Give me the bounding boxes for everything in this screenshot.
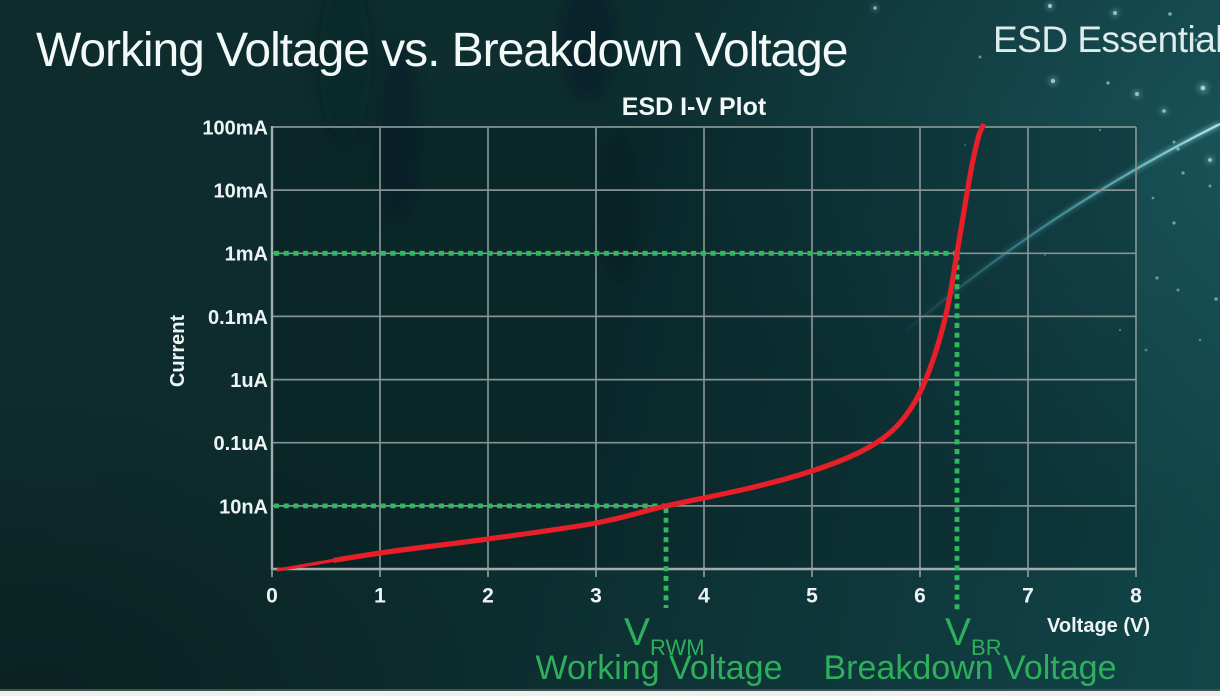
svg-text:7: 7 bbox=[1022, 585, 1034, 608]
svg-text:Breakdown Voltage: Breakdown Voltage bbox=[824, 649, 1117, 687]
svg-text:10mA: 10mA bbox=[214, 181, 268, 203]
svg-text:4: 4 bbox=[698, 585, 710, 608]
svg-text:Current: Current bbox=[167, 315, 189, 388]
svg-text:6: 6 bbox=[914, 585, 926, 608]
svg-text:ESD I-V Plot: ESD I-V Plot bbox=[622, 93, 767, 121]
svg-text:2: 2 bbox=[482, 585, 494, 608]
svg-text:10nA: 10nA bbox=[219, 496, 268, 518]
svg-text:0: 0 bbox=[266, 585, 278, 608]
svg-text:Voltage (V): Voltage (V) bbox=[1047, 615, 1150, 637]
svg-text:5: 5 bbox=[806, 585, 818, 608]
svg-text:1mA: 1mA bbox=[225, 244, 268, 266]
svg-text:1uA: 1uA bbox=[230, 370, 268, 392]
svg-text:0.1uA: 0.1uA bbox=[214, 433, 268, 455]
svg-text:Working Voltage vs. Breakdown: Working Voltage vs. Breakdown Voltage bbox=[36, 24, 847, 77]
svg-text:0.1mA: 0.1mA bbox=[208, 307, 268, 329]
svg-text:Working Voltage: Working Voltage bbox=[536, 649, 783, 687]
svg-text:3: 3 bbox=[590, 585, 602, 608]
svg-text:ESD Essentials: ESD Essentials bbox=[993, 19, 1220, 60]
svg-text:8: 8 bbox=[1130, 585, 1142, 608]
svg-text:100mA: 100mA bbox=[202, 117, 268, 139]
svg-text:1: 1 bbox=[374, 585, 386, 608]
